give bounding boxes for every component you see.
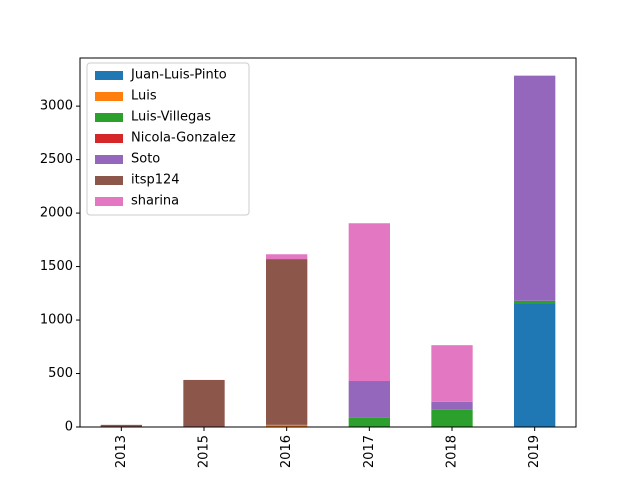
bar [348,223,390,382]
y-tick-label: 1000 [40,313,73,328]
bar [266,254,308,260]
y-tick-label: 1500 [40,259,73,274]
x-tick-label: 2018 [445,435,460,468]
bar [514,300,556,304]
x-tick-label: 2013 [114,435,129,468]
legend-swatch [95,92,123,101]
x-tick-label: 2016 [279,435,294,468]
legend-swatch [95,155,123,164]
bar [431,409,473,427]
bar [348,417,390,427]
bar [348,381,390,418]
legend-swatch [95,197,123,206]
legend-label: Luis [131,89,157,104]
y-tick-label: 500 [48,366,73,381]
legend-label: itsp124 [131,173,180,188]
legend-swatch [95,134,123,143]
legend-box [86,62,250,216]
bar [514,304,556,427]
x-tick-label: 2019 [527,435,542,468]
y-tick-label: 2000 [40,206,73,221]
x-tick-label: 2015 [197,435,212,468]
bar [266,259,308,425]
legend-swatch [95,176,123,185]
legend-label: Nicola-Gonzalez [131,131,236,146]
axes-frame [79,57,577,428]
bar [266,424,308,427]
legend-label: Juan-Luis-Pinto [130,68,227,83]
bar [431,401,473,410]
legend-swatch [95,71,123,80]
x-tick-label: 2017 [362,435,377,468]
bar [100,424,142,427]
y-tick-label: 2500 [40,152,73,167]
bar [183,379,225,427]
legend-label: sharina [131,194,179,209]
y-tick-label: 0 [65,420,73,435]
legend-label: Soto [131,152,160,167]
y-tick-label: 3000 [40,99,73,114]
legend-swatch [95,113,123,122]
bar [431,345,473,402]
bar [514,75,556,301]
legend-label: Luis-Villegas [131,110,211,125]
